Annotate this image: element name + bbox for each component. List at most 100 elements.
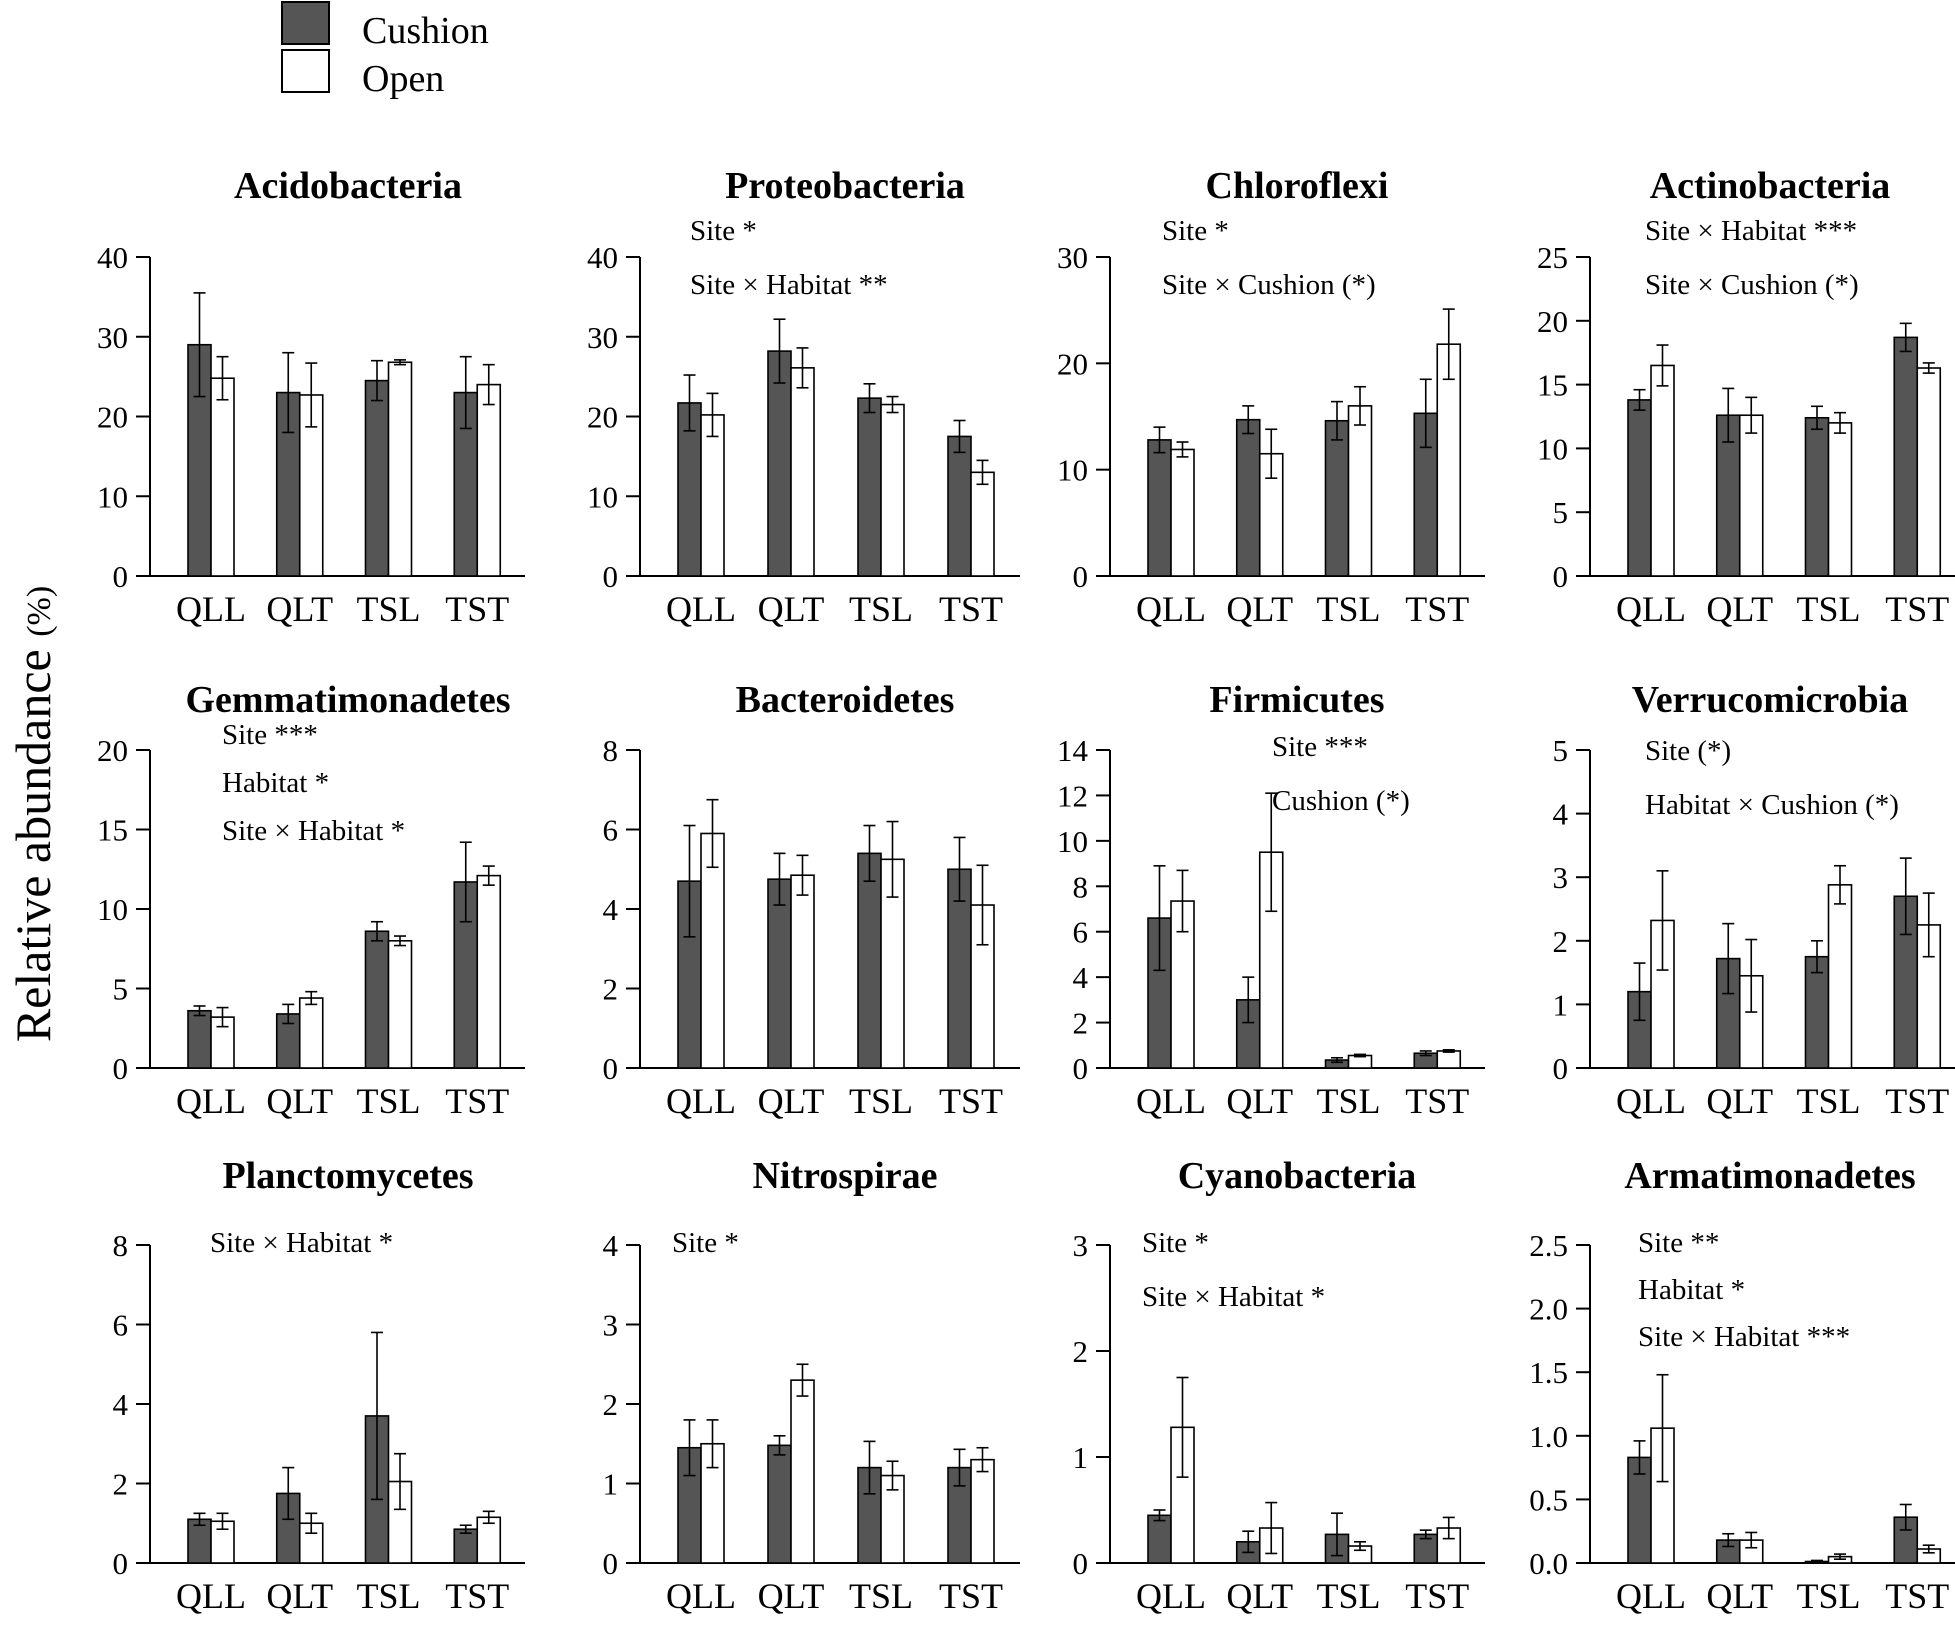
y-tick-label: 5	[113, 972, 129, 1007]
panel-title: Nitrospirae	[752, 1155, 937, 1197]
y-tick-label: 10	[587, 479, 618, 514]
panel-title: Bacteroidetes	[736, 679, 955, 721]
x-tick-label: TSL	[356, 1576, 420, 1616]
chart-panel-chloroflexi: Chloroflexi Site * Site × Cushion (*) 0 10 20…	[1057, 165, 1485, 629]
x-tick-label: QLL	[1136, 1081, 1206, 1121]
x-tick-label: TSL	[1796, 1576, 1860, 1616]
y-tick-label: 0	[1073, 1051, 1089, 1086]
stat-annotation: Site × Cushion (*)	[1162, 269, 1376, 301]
bar-cushion-tst	[947, 435, 972, 577]
y-tick-label: 20	[587, 400, 618, 435]
bar-open-tst	[476, 383, 502, 577]
y-tick-label: 10	[1537, 431, 1568, 466]
y-tick-label: 2	[1073, 1006, 1089, 1041]
x-tick-label: QLL	[1616, 1576, 1686, 1616]
x-tick-label: QLL	[176, 589, 246, 629]
bar-open-tsl	[1827, 422, 1853, 577]
x-tick-label: QLL	[1136, 1576, 1206, 1616]
stat-annotation: Habitat × Cushion (*)	[1645, 789, 1899, 821]
x-tick-label: TSL	[1796, 1081, 1860, 1121]
x-tick-label: TST	[445, 1081, 509, 1121]
y-tick-label: 0	[1073, 1546, 1089, 1581]
bar-cushion-tsl	[1324, 419, 1350, 577]
y-tick-label: 3	[1073, 1228, 1089, 1263]
y-tick-label: 0	[113, 1051, 129, 1086]
x-tick-label: TSL	[849, 1081, 913, 1121]
x-tick-label: QLT	[1706, 589, 1773, 629]
y-tick-label: 15	[1537, 368, 1568, 403]
y-tick-label: 1.5	[1529, 1355, 1568, 1390]
panel-title: Planctomycetes	[222, 1155, 473, 1197]
y-tick-label: 40	[97, 240, 128, 275]
panel-title: Acidobacteria	[234, 165, 462, 207]
panel-title: Actinobacteria	[1650, 165, 1891, 207]
x-tick-label: QLL	[666, 1081, 736, 1121]
x-tick-label: QLT	[1226, 589, 1293, 629]
y-tick-label: 14	[1057, 733, 1089, 768]
y-tick-label: 1	[603, 1467, 619, 1502]
bar-open-tsl	[1827, 884, 1853, 1069]
y-tick-label: 2	[1553, 924, 1569, 959]
bar-cushion-qlt	[767, 350, 792, 577]
y-tick-label: 0.5	[1529, 1482, 1568, 1517]
chart-panel-actinobacteria: Actinobacteria Site × Habitat *** Site × C…	[1537, 165, 1955, 629]
chart-panel-nitrospirae: Nitrospirae Site * 0 1 2 3 4 QLL QLT TSL TST	[603, 1155, 1020, 1616]
chart-panel-proteobacteria: Proteobacteria Site * Site × Habitat ** 0 10…	[587, 165, 1020, 629]
legend-cushion-swatch	[281, 1, 330, 45]
bar-open-tsl	[387, 939, 413, 1069]
x-tick-label: TSL	[1316, 1576, 1380, 1616]
x-tick-label: TSL	[356, 589, 420, 629]
x-tick-label: TST	[1405, 1576, 1469, 1616]
y-tick-label: 6	[1073, 915, 1089, 950]
x-tick-label: TSL	[1796, 589, 1860, 629]
bar-cushion-qlt	[767, 1444, 792, 1564]
x-tick-label: QLT	[758, 1081, 825, 1121]
chart-panel-armatimonadetes: Armatimonadetes Site ** Habitat * Site × Ha…	[1529, 1155, 1955, 1616]
y-tick-label: 25	[1537, 240, 1568, 275]
x-tick-label: QLT	[266, 1576, 333, 1616]
x-tick-label: QLL	[1616, 589, 1686, 629]
bar-open-qll	[700, 832, 725, 1069]
x-tick-label: TST	[1885, 1081, 1949, 1121]
chart-panel-planctomycetes: Planctomycetes Site × Habitat * 0 2 4 6 8 QLL QL…	[113, 1155, 525, 1616]
bar-open-tst	[970, 471, 995, 577]
x-tick-label: QLL	[176, 1081, 246, 1121]
y-tick-label: 0	[113, 559, 129, 594]
legend-open-swatch	[281, 49, 330, 93]
y-tick-label: 20	[97, 400, 128, 435]
y-tick-label: 2	[113, 1467, 129, 1502]
panel-title: Chloroflexi	[1206, 165, 1389, 207]
bar-cushion-tst	[1893, 336, 1919, 577]
y-tick-label: 6	[603, 813, 619, 848]
x-tick-label: QLL	[176, 1576, 246, 1616]
panel-title: Firmicutes	[1209, 679, 1384, 721]
bar-open-qll	[700, 414, 725, 577]
stat-annotation: Site × Habitat **	[690, 269, 888, 301]
panel-title: Verrucomicrobia	[1632, 679, 1909, 721]
y-tick-label: 30	[97, 320, 128, 355]
bar-open-qll	[1650, 364, 1675, 577]
y-tick-label: 5	[1553, 733, 1569, 768]
y-axis-label-text: Relative abundance	[5, 649, 61, 1042]
x-tick-label: QLT	[266, 1081, 333, 1121]
x-tick-label: TST	[1885, 589, 1949, 629]
bar-open-qlt	[1738, 414, 1764, 577]
x-tick-label: TST	[939, 1081, 1003, 1121]
bar-open-qll	[1170, 448, 1195, 577]
stat-annotation: Site ***	[222, 719, 318, 751]
x-tick-label: TSL	[849, 589, 913, 629]
stat-annotation: Habitat *	[222, 767, 329, 799]
y-tick-label: 2	[1073, 1334, 1089, 1369]
stat-annotation: Site × Habitat *	[222, 815, 405, 847]
bar-cushion-qlt	[1235, 418, 1261, 577]
x-tick-label: TST	[939, 589, 1003, 629]
bar-open-tst	[476, 1516, 502, 1564]
x-tick-label: QLL	[1136, 589, 1206, 629]
bar-cushion-tsl	[1804, 416, 1830, 577]
x-tick-label: QLL	[666, 1576, 736, 1616]
x-tick-label: TST	[1885, 1576, 1949, 1616]
x-tick-label: QLT	[1706, 1576, 1773, 1616]
